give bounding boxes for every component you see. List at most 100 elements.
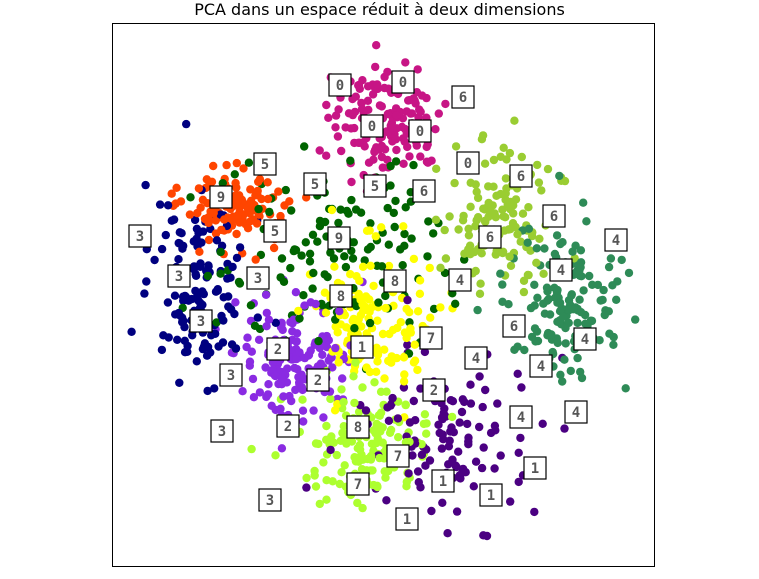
scatter-point-digit-4	[558, 377, 567, 386]
scatter-point-digit-2	[264, 315, 274, 324]
scatter-point-digit-2	[335, 307, 344, 316]
scatter-point-digit-4	[545, 310, 555, 319]
scatter-point-digit-2	[299, 417, 308, 426]
thumbnail-frame	[391, 70, 415, 94]
scatter-point-digit-5	[320, 270, 329, 279]
scatter-point-digit-2	[243, 333, 252, 342]
scatter-point-digit-9	[263, 178, 272, 187]
thumbnail-digit-label: 2	[284, 419, 292, 435]
scatter-point-digit-8	[366, 261, 375, 270]
scatter-point-digit-0	[417, 91, 427, 100]
thumbnail-digit-label: 6	[510, 319, 518, 335]
scatter-point-digit-3	[217, 311, 226, 321]
scatter-point-digit-8	[380, 374, 389, 383]
scatter-point-digit-2	[318, 350, 327, 359]
scatter-point-digit-6	[524, 203, 533, 212]
scatter-point-digit-2	[238, 387, 247, 396]
scatter-point-digit-4	[560, 355, 569, 364]
scatter-point-digit-1	[403, 295, 412, 305]
scatter-point-digit-6	[535, 234, 544, 243]
scatter-point-digit-3	[196, 298, 205, 308]
digit-thumbnail-2: 2	[422, 378, 446, 402]
scatter-point-digit-3	[191, 271, 201, 280]
scatter-point-digit-4	[530, 301, 539, 310]
scatter-point-digit-5	[396, 245, 405, 254]
scatter-point-digit-0	[363, 96, 373, 106]
scatter-point-digit-5	[381, 291, 390, 301]
scatter-point-digit-9	[204, 213, 213, 222]
scatter-point-digit-5	[423, 252, 432, 261]
scatter-point-digit-3	[175, 378, 184, 387]
scatter-point-digit-3	[193, 290, 202, 300]
scatter-point-digit-2	[292, 337, 301, 346]
scatter-point-digit-1	[420, 347, 430, 357]
scatter-point-digit-6	[496, 152, 505, 161]
scatter-point-digit-6	[519, 287, 529, 297]
scatter-point-digit-1	[493, 399, 502, 408]
scatter-point-digit-4	[556, 370, 565, 379]
scatter-point-digit-0	[373, 80, 382, 89]
scatter-point-digit-0	[378, 163, 387, 172]
scatter-point-digit-6	[560, 176, 570, 186]
scatter-point-digit-8	[413, 307, 423, 316]
scatter-point-digit-2	[291, 385, 300, 395]
scatter-point-digit-0	[383, 109, 393, 119]
scatter-point-digit-4	[612, 295, 621, 304]
scatter-point-digit-9	[246, 185, 255, 194]
digit-thumbnail-3: 3	[210, 419, 234, 443]
scatter-point-digit-8	[373, 316, 382, 325]
scatter-point-digit-4	[566, 366, 575, 376]
scatter-point-digit-1	[460, 397, 469, 407]
scatter-point-digit-3	[210, 384, 219, 393]
scatter-point-digit-3	[183, 347, 192, 356]
scatter-point-digit-4	[608, 281, 617, 290]
scatter-point-digit-2	[261, 290, 271, 299]
scatter-point-digit-5	[291, 245, 301, 255]
thumbnail-digit-label: 9	[335, 231, 343, 247]
scatter-point-digit-8	[399, 222, 408, 231]
scatter-point-digit-0	[363, 82, 373, 91]
scatter-point-digit-1	[538, 419, 547, 428]
scatter-point-digit-8	[358, 262, 368, 271]
scatter-point-digit-0	[350, 107, 360, 117]
scatter-point-digit-6	[499, 212, 508, 221]
scatter-point-digit-7	[422, 429, 431, 438]
scatter-point-digit-9	[233, 211, 242, 220]
scatter-point-digit-0	[422, 142, 431, 152]
digit-thumbnail-4: 4	[549, 258, 573, 282]
scatter-point-digit-3	[173, 335, 182, 344]
scatter-point-digit-2	[254, 335, 264, 344]
scatter-point-digit-6	[431, 215, 441, 224]
scatter-point-digit-7	[363, 454, 372, 464]
scatter-point-digit-6	[505, 148, 515, 158]
scatter-point-digit-9	[232, 183, 241, 192]
thumbnail-frame	[502, 314, 526, 338]
thumbnail-digit-label: 4	[517, 410, 525, 426]
scatter-point-digit-3	[180, 291, 190, 301]
digit-thumbnail-4: 4	[464, 346, 488, 370]
scatter-point-digit-9	[235, 202, 244, 212]
thumbnail-digit-label: 4	[572, 405, 580, 421]
scatter-point-digit-3	[253, 313, 262, 322]
scatter-point-digit-4	[609, 340, 618, 349]
scatter-point-digit-9	[280, 201, 289, 210]
scatter-point-digit-0	[346, 124, 356, 133]
scatter-point-digit-0	[402, 107, 411, 116]
scatter-point-digit-6	[436, 263, 445, 272]
digit-thumbnail-8: 8	[346, 415, 370, 439]
scatter-point-digit-1	[530, 507, 539, 517]
scatter-point-digit-9	[263, 194, 273, 204]
digit-thumbnail-3: 3	[189, 309, 213, 333]
scatter-point-digit-4	[576, 263, 585, 272]
scatter-point-digit-5	[384, 240, 393, 249]
scatter-point-digit-6	[523, 270, 533, 280]
thumbnail-digit-label: 6	[459, 90, 467, 106]
scatter-point-digit-1	[382, 496, 391, 505]
scatter-point-digit-5	[230, 170, 239, 179]
scatter-point-digit-7	[310, 466, 319, 476]
thumbnail-frame	[451, 85, 475, 109]
thumbnail-digit-label: 5	[371, 179, 379, 195]
scatter-point-digit-1	[388, 393, 397, 403]
scatter-point-digit-1	[464, 433, 473, 442]
scatter-point-digit-0	[400, 137, 409, 146]
